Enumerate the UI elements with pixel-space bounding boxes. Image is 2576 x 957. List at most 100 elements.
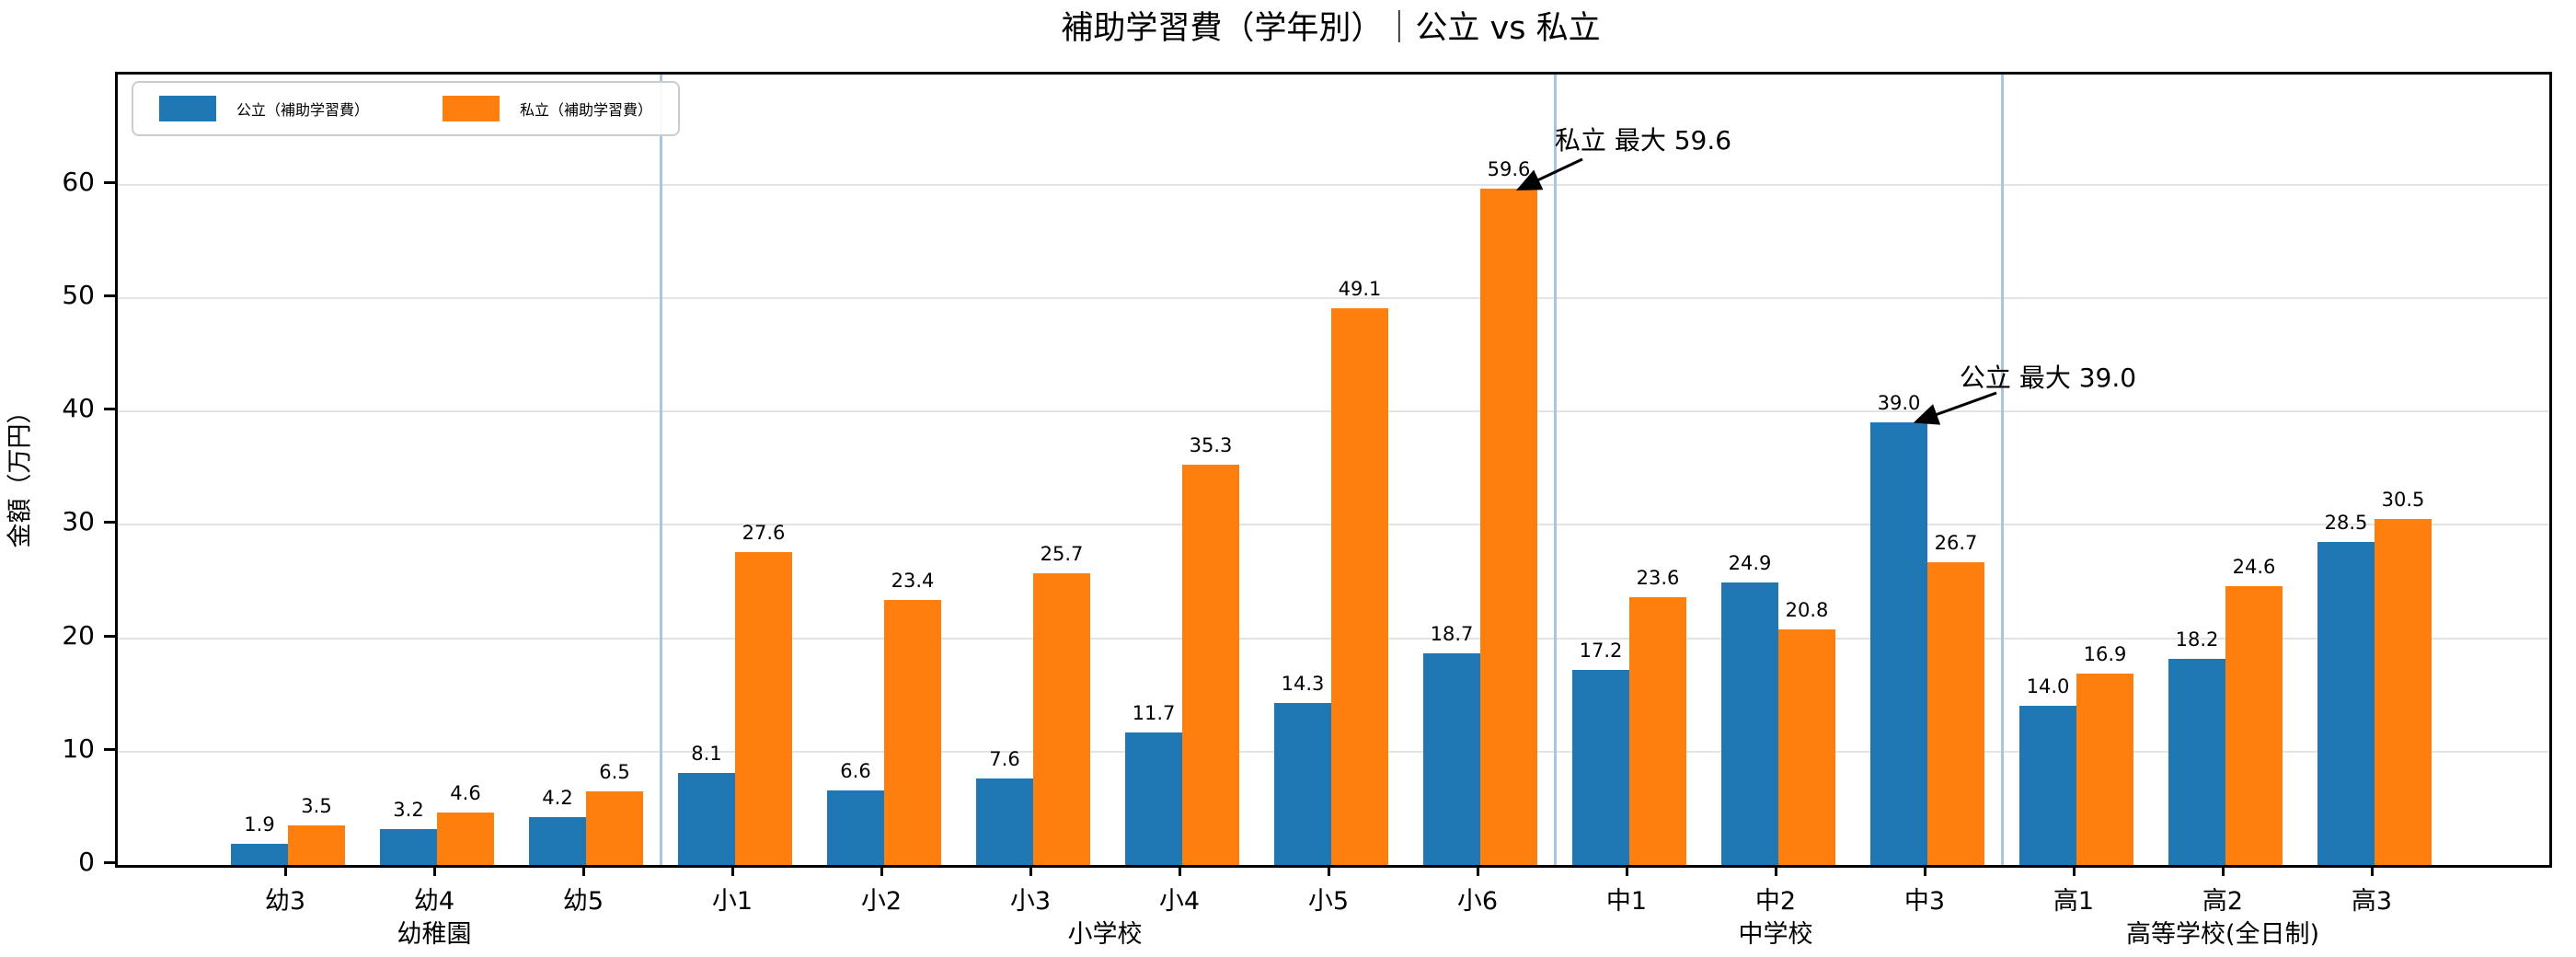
bar-value-private-高1: 16.9 bbox=[2083, 642, 2127, 665]
bar-private-中3 bbox=[1927, 561, 1984, 865]
x-tick-高2 bbox=[2221, 865, 2225, 876]
legend: 公立（補助学習費） 私立（補助学習費） bbox=[132, 81, 681, 136]
bar-value-private-小5: 49.1 bbox=[1338, 277, 1382, 300]
group-label-中学校: 中学校 bbox=[1738, 920, 1813, 949]
bar-private-幼5 bbox=[586, 790, 643, 865]
bar-private-高1 bbox=[2076, 673, 2133, 865]
x-tick-label-小2: 小2 bbox=[860, 887, 903, 916]
legend-label-private: 私立（補助学習費） bbox=[520, 101, 653, 119]
bar-value-public-小5: 14.3 bbox=[1281, 672, 1325, 695]
legend-swatch-private-icon bbox=[443, 96, 500, 121]
bar-public-小1 bbox=[678, 773, 735, 865]
y-tick-10 bbox=[104, 747, 115, 751]
legend-label-public: 公立（補助学習費） bbox=[236, 101, 370, 119]
bar-value-private-中2: 20.8 bbox=[1785, 598, 1829, 621]
bar-value-private-小3: 25.7 bbox=[1040, 543, 1084, 566]
x-tick-label-小4: 小4 bbox=[1158, 887, 1201, 916]
bar-private-高3 bbox=[2375, 519, 2432, 865]
y-tick-label-50: 50 bbox=[62, 279, 95, 310]
gridline-50 bbox=[118, 296, 2549, 299]
bar-value-private-小2: 23.4 bbox=[891, 569, 935, 592]
plot-area: 1.9 3.5 3.2 4.6 4.2 6.5 8.1 27.6 6.6 23.4 7.6 25.7 1… bbox=[115, 72, 2552, 868]
x-tick-label-幼3: 幼3 bbox=[264, 887, 306, 916]
bar-value-private-高3: 30.5 bbox=[2381, 489, 2425, 512]
x-tick-label-高1: 高1 bbox=[2053, 887, 2095, 916]
group-divider-0 bbox=[659, 75, 662, 865]
bar-private-幼3 bbox=[288, 824, 345, 865]
x-tick-label-小1: 小1 bbox=[711, 887, 753, 916]
bar-private-高2 bbox=[2225, 585, 2283, 865]
bar-value-public-小3: 7.6 bbox=[989, 748, 1020, 771]
x-tick-label-小3: 小3 bbox=[1009, 887, 1052, 916]
group-label-幼稚園: 幼稚園 bbox=[397, 920, 472, 949]
x-tick-label-高3: 高3 bbox=[2351, 887, 2393, 916]
bar-value-public-中2: 24.9 bbox=[1728, 552, 1772, 575]
y-tick-label-0: 0 bbox=[78, 847, 95, 877]
y-axis-label: 金額（万円） bbox=[6, 398, 35, 548]
bar-private-幼4 bbox=[437, 813, 494, 865]
bar-value-private-小4: 35.3 bbox=[1189, 433, 1233, 456]
bar-public-小4 bbox=[1125, 732, 1182, 865]
bar-value-public-小2: 6.6 bbox=[840, 759, 871, 782]
group-label-小学校: 小学校 bbox=[1067, 920, 1143, 949]
x-tick-label-小6: 小6 bbox=[1456, 887, 1499, 916]
bar-value-public-中3: 39.0 bbox=[1877, 392, 1921, 415]
x-tick-小2 bbox=[880, 865, 883, 876]
x-tick-label-小5: 小5 bbox=[1307, 887, 1350, 916]
x-tick-中2 bbox=[1774, 865, 1777, 876]
x-tick-label-中3: 中3 bbox=[1903, 887, 1946, 916]
bar-value-public-高1: 14.0 bbox=[2026, 675, 2070, 698]
bar-value-public-幼4: 3.2 bbox=[393, 798, 424, 821]
group-divider-2 bbox=[2000, 75, 2004, 865]
bar-public-高2 bbox=[2168, 658, 2225, 865]
x-tick-label-高2: 高2 bbox=[2202, 887, 2244, 916]
bar-public-幼5 bbox=[529, 817, 586, 865]
y-tick-label-40: 40 bbox=[62, 393, 95, 424]
bar-value-public-小6: 18.7 bbox=[1430, 622, 1474, 645]
x-tick-label-幼5: 幼5 bbox=[562, 887, 604, 916]
x-tick-高1 bbox=[2072, 865, 2076, 876]
bar-public-中2 bbox=[1721, 582, 1778, 865]
bar-public-小2 bbox=[827, 790, 884, 865]
gridline-60 bbox=[118, 183, 2549, 186]
chart-title: 補助学習費（学年別）｜公立 vs 私立 bbox=[1061, 10, 1601, 47]
y-tick-label-30: 30 bbox=[62, 506, 95, 537]
bar-value-private-小6: 59.6 bbox=[1487, 158, 1531, 181]
y-tick-label-20: 20 bbox=[62, 619, 95, 651]
bar-public-小6 bbox=[1423, 652, 1480, 865]
x-tick-小3 bbox=[1029, 865, 1032, 876]
bar-private-小5 bbox=[1331, 307, 1388, 865]
x-tick-幼5 bbox=[581, 865, 585, 876]
annotation-public-max: 公立 最大 39.0 bbox=[1959, 363, 2137, 393]
group-divider-1 bbox=[1553, 75, 1557, 865]
bar-public-中3 bbox=[1870, 422, 1927, 865]
bar-public-幼3 bbox=[231, 843, 288, 865]
bar-public-小5 bbox=[1274, 702, 1331, 865]
bar-value-private-中3: 26.7 bbox=[1934, 531, 1978, 554]
bar-public-幼4 bbox=[380, 828, 437, 865]
x-tick-中3 bbox=[1923, 865, 1926, 876]
bar-value-public-小1: 8.1 bbox=[691, 743, 722, 766]
y-tick-60 bbox=[104, 180, 115, 184]
x-tick-label-中1: 中1 bbox=[1605, 887, 1648, 916]
x-tick-高3 bbox=[2370, 865, 2374, 876]
y-tick-50 bbox=[104, 294, 115, 297]
x-tick-label-中2: 中2 bbox=[1754, 887, 1797, 916]
bar-private-小6 bbox=[1480, 189, 1537, 865]
bar-value-public-中1: 17.2 bbox=[1579, 640, 1623, 663]
bar-public-小3 bbox=[976, 778, 1033, 865]
x-tick-label-幼4: 幼4 bbox=[413, 887, 455, 916]
bar-value-private-幼5: 6.5 bbox=[599, 760, 630, 783]
bar-value-private-中1: 23.6 bbox=[1636, 567, 1680, 590]
group-label-高等学校(全日制): 高等学校(全日制) bbox=[2125, 920, 2320, 949]
bar-value-public-幼5: 4.2 bbox=[542, 787, 573, 810]
x-tick-幼4 bbox=[432, 865, 436, 876]
bar-value-public-幼3: 1.9 bbox=[244, 813, 275, 836]
x-tick-小1 bbox=[730, 865, 734, 876]
bar-private-小3 bbox=[1033, 573, 1090, 865]
bar-private-中1 bbox=[1629, 597, 1686, 865]
y-tick-20 bbox=[104, 634, 115, 638]
legend-item-private: 私立（補助学習費） bbox=[443, 96, 652, 121]
x-tick-幼3 bbox=[283, 865, 287, 876]
x-tick-中1 bbox=[1625, 865, 1628, 876]
